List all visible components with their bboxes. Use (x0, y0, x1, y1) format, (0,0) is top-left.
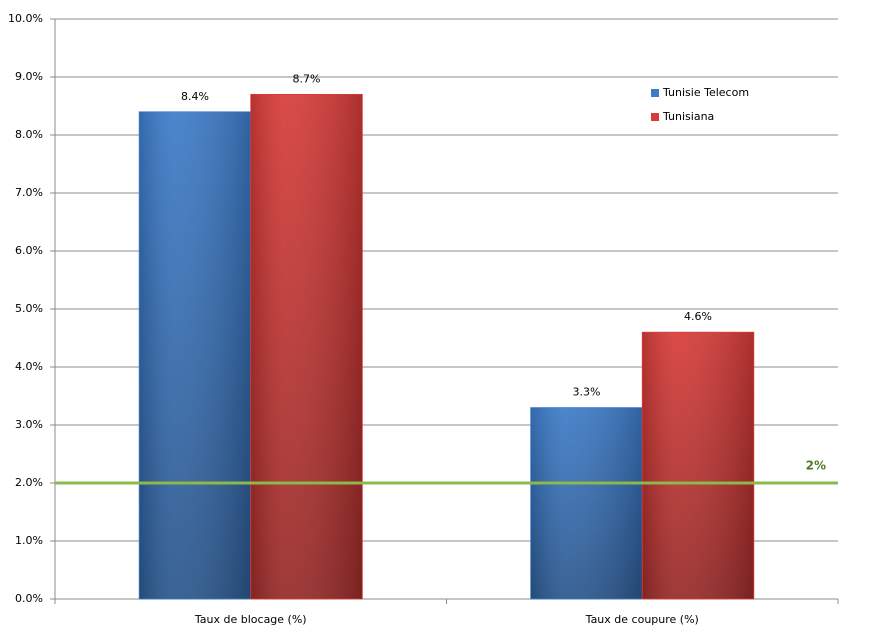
y-tick-label: 9.0% (15, 70, 43, 83)
x-tick-label: Taux de blocage (%) (194, 613, 307, 626)
y-tick-label: 6.0% (15, 244, 43, 257)
y-tick-label: 10.0% (8, 12, 43, 25)
y-tick-label: 5.0% (15, 302, 43, 315)
legend-label: Tunisie Telecom (662, 86, 749, 99)
y-tick-label: 8.0% (15, 128, 43, 141)
bar (530, 407, 643, 600)
x-tick-label: Taux de coupure (%) (585, 613, 699, 626)
y-tick-label: 4.0% (15, 360, 43, 373)
y-tick-label: 7.0% (15, 186, 43, 199)
reference-label: 2% (806, 459, 826, 473)
y-tick-label: 1.0% (15, 534, 43, 547)
legend-swatch (651, 89, 659, 97)
bar (250, 94, 363, 600)
legend-label: Tunisiana (662, 110, 714, 123)
legend-swatch (651, 113, 659, 121)
y-tick-label: 3.0% (15, 418, 43, 431)
value-label: 3.3% (572, 386, 600, 399)
value-label: 8.4% (181, 90, 209, 103)
y-tick-label: 2.0% (15, 476, 43, 489)
y-tick-label: 0.0% (15, 592, 43, 605)
bar (138, 111, 252, 600)
value-label: 8.7% (293, 72, 321, 85)
value-label: 4.6% (684, 310, 712, 323)
bar (641, 331, 755, 600)
